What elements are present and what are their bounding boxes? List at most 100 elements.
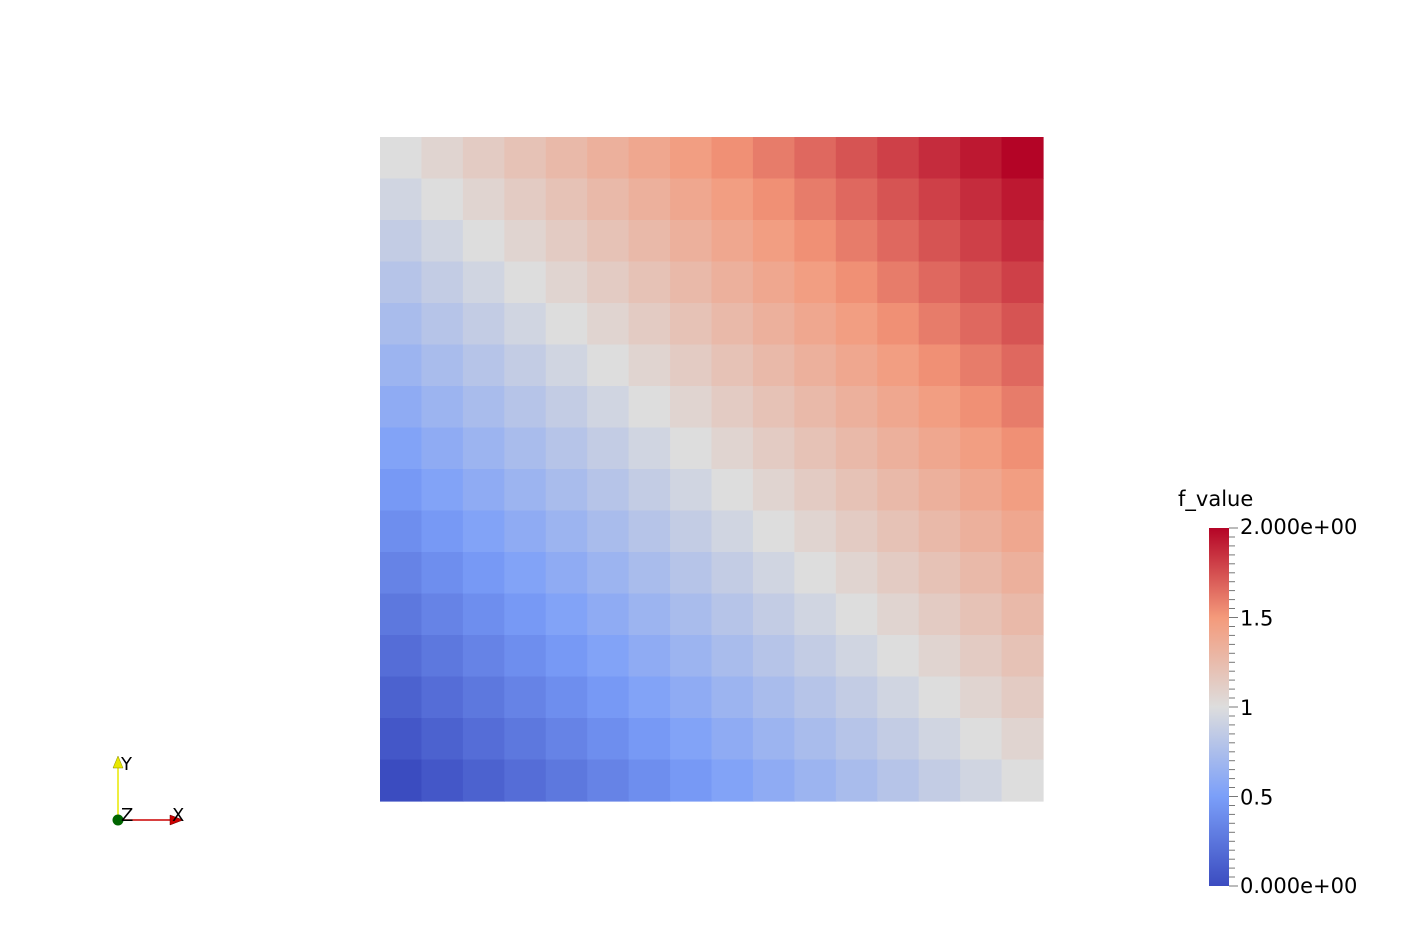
- z-axis-label: Z: [121, 805, 133, 826]
- heatmap-cell: [504, 344, 547, 387]
- heatmap-cell: [794, 344, 837, 387]
- heatmap-cell: [462, 676, 505, 719]
- heatmap-cell: [670, 427, 713, 470]
- heatmap-cell: [711, 593, 754, 636]
- heatmap-cell: [587, 386, 630, 429]
- heatmap-cell: [504, 386, 547, 429]
- heatmap-cell: [711, 344, 754, 387]
- heatmap-cell: [752, 344, 795, 387]
- heatmap-cell: [628, 303, 671, 346]
- heatmap-cell: [670, 635, 713, 678]
- heatmap-cell: [960, 676, 1003, 719]
- heatmap-cell: [545, 676, 588, 719]
- heatmap-cell: [380, 261, 423, 304]
- heatmap-cell: [587, 510, 630, 553]
- heatmap-cell: [545, 469, 588, 512]
- heatmap-cell: [960, 552, 1003, 595]
- heatmap-cell: [670, 386, 713, 429]
- heatmap-cell: [960, 137, 1003, 180]
- heatmap-cell: [877, 593, 920, 636]
- heatmap-cell: [960, 510, 1003, 553]
- heatmap-cell: [628, 469, 671, 512]
- heatmap-cell: [752, 552, 795, 595]
- heatmap-cell: [835, 344, 878, 387]
- heatmap-cell: [670, 552, 713, 595]
- heatmap-cell: [421, 510, 464, 553]
- heatmap-cell: [628, 386, 671, 429]
- heatmap-cell: [711, 427, 754, 470]
- heatmap-cell: [711, 552, 754, 595]
- heatmap-cell: [545, 261, 588, 304]
- heatmap-cell: [587, 552, 630, 595]
- heatmap-cell: [960, 261, 1003, 304]
- colorbar-gradient: [1209, 528, 1229, 886]
- heatmap-cell: [670, 759, 713, 802]
- heatmap-cell: [462, 344, 505, 387]
- heatmap-cell: [794, 137, 837, 180]
- heatmap-cell: [545, 137, 588, 180]
- heatmap-cell: [670, 718, 713, 761]
- heatmap-cell: [918, 510, 961, 553]
- heatmap-cell: [462, 552, 505, 595]
- heatmap-cell: [877, 635, 920, 678]
- heatmap-cell: [504, 552, 547, 595]
- heatmap-cell: [794, 261, 837, 304]
- heatmap-cell: [421, 303, 464, 346]
- heatmap-cell: [380, 676, 423, 719]
- heatmap-grid: [380, 137, 1044, 802]
- heatmap-cell: [545, 759, 588, 802]
- heatmap-cell: [380, 427, 423, 470]
- heatmap-cell: [421, 676, 464, 719]
- heatmap-cell: [545, 220, 588, 263]
- heatmap-cell: [670, 469, 713, 512]
- heatmap-cell: [918, 552, 961, 595]
- heatmap-cell: [711, 469, 754, 512]
- heatmap-cell: [587, 718, 630, 761]
- heatmap-cell: [835, 635, 878, 678]
- heatmap-cell: [794, 220, 837, 263]
- heatmap-cell: [835, 676, 878, 719]
- heatmap-cell: [752, 593, 795, 636]
- heatmap-cell: [835, 510, 878, 553]
- heatmap-cell: [462, 261, 505, 304]
- heatmap-cell: [960, 718, 1003, 761]
- heatmap-cell: [794, 469, 837, 512]
- heatmap-cell: [1001, 593, 1044, 636]
- heatmap-cell: [670, 178, 713, 221]
- heatmap-cell: [918, 676, 961, 719]
- heatmap-cell: [711, 261, 754, 304]
- heatmap-cell: [421, 261, 464, 304]
- heatmap-cell: [711, 386, 754, 429]
- heatmap-cell: [960, 220, 1003, 263]
- heatmap-cell: [670, 261, 713, 304]
- heatmap-cell: [711, 178, 754, 221]
- colorbar-tick-labels: 1.5 1 0.5: [1240, 607, 1273, 810]
- heatmap-cell: [462, 469, 505, 512]
- heatmap-cell: [960, 593, 1003, 636]
- heatmap-cell: [504, 510, 547, 553]
- heatmap-cell: [794, 635, 837, 678]
- heatmap-cell: [545, 552, 588, 595]
- heatmap-cell: [587, 344, 630, 387]
- heatmap-cell: [835, 552, 878, 595]
- z-axis-origin-icon: [112, 814, 124, 826]
- heatmap-cell: [835, 718, 878, 761]
- y-axis-arrow-icon: [112, 755, 124, 769]
- heatmap-cell: [545, 593, 588, 636]
- heatmap-cell: [380, 178, 423, 221]
- heatmap-cell: [421, 635, 464, 678]
- axes-orientation-triad: Y Z X: [112, 754, 184, 826]
- heatmap-cell: [918, 303, 961, 346]
- heatmap-cell: [504, 676, 547, 719]
- heatmap-cell: [794, 552, 837, 595]
- heatmap-cell: [380, 718, 423, 761]
- heatmap-cell: [918, 220, 961, 263]
- heatmap-cell: [960, 386, 1003, 429]
- heatmap-cell: [462, 427, 505, 470]
- heatmap-cell: [462, 593, 505, 636]
- heatmap-cell: [504, 137, 547, 180]
- colorbar-ticks: [1229, 527, 1238, 887]
- heatmap-cell: [877, 137, 920, 180]
- heatmap-cell: [504, 593, 547, 636]
